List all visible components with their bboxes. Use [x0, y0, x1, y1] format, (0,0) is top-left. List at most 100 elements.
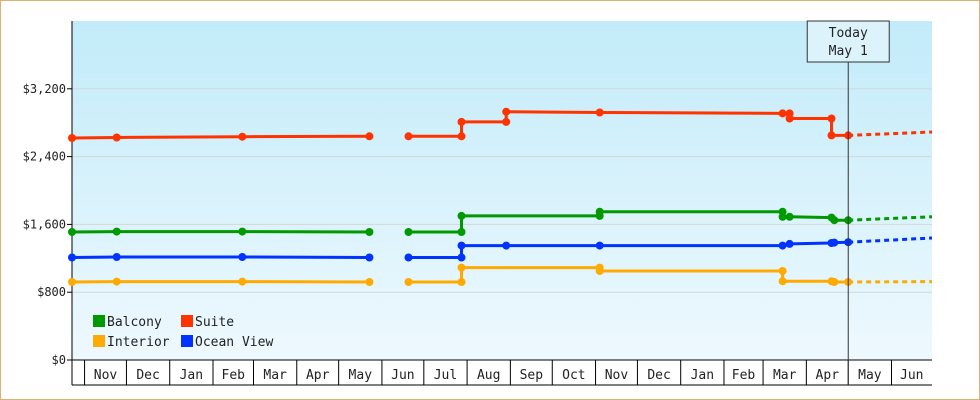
data-point: [68, 278, 76, 286]
grid-lines: [72, 88, 932, 293]
data-point: [112, 133, 121, 142]
month-label: May: [858, 368, 882, 383]
y-tick-label: $800: [37, 285, 66, 299]
legend-swatch: [93, 335, 105, 347]
today-box: [806, 20, 890, 63]
forecast-line: [848, 215, 933, 222]
data-point: [457, 211, 466, 220]
month-label: Mar: [773, 368, 797, 383]
series-interior: [68, 263, 933, 286]
data-point: [457, 228, 466, 236]
data-point: [778, 109, 787, 118]
forecast-line: [848, 236, 933, 244]
data-point: [778, 277, 787, 286]
y-tick-label: $0: [52, 353, 66, 367]
forecast-line: [848, 130, 933, 137]
data-point: [404, 278, 413, 286]
y-axis: $0 $800 $1,600 $2,400 $3,200: [23, 21, 73, 385]
series-ocean-view: [68, 236, 933, 262]
month-label: Aug: [477, 368, 500, 383]
data-point: [112, 253, 121, 261]
data-point: [595, 267, 604, 275]
data-point: [365, 253, 374, 262]
plot-background: [72, 21, 932, 360]
legend-item-interior: Interior: [93, 335, 170, 350]
series-line: [71, 134, 370, 140]
legend-item-ocean-view: Ocean View: [181, 335, 273, 350]
data-point: [457, 117, 466, 126]
month-label: Jul: [434, 368, 457, 383]
month-label: Apr: [306, 368, 330, 383]
data-point: [827, 114, 836, 123]
data-point: [457, 253, 466, 262]
data-point: [595, 108, 604, 117]
data-point: [112, 277, 121, 286]
legend-item-balcony: Balcony: [93, 315, 162, 330]
data-point: [404, 132, 413, 141]
data-point: [785, 239, 794, 248]
month-label: Dec: [647, 368, 670, 383]
y-tick-label: $2,400: [23, 150, 66, 164]
data-point: [502, 241, 511, 250]
data-point: [830, 216, 839, 225]
legend: Balcony Suite Interior Ocean View: [93, 315, 273, 350]
data-point: [827, 131, 836, 140]
data-point: [238, 227, 247, 236]
data-point: [830, 278, 839, 286]
data-point: [785, 114, 794, 123]
month-label: Mar: [263, 368, 287, 383]
data-point: [457, 278, 466, 286]
month-label: Feb: [732, 368, 756, 383]
month-label: Dec: [136, 368, 159, 383]
x-axis: Nov Dec Jan Feb Mar Apr May Jun Jul Aug Sep Oct Nov D…: [72, 359, 932, 386]
month-label: Nov: [94, 368, 118, 383]
legend-label: Interior: [107, 335, 170, 350]
data-point: [502, 107, 511, 116]
data-point: [595, 241, 604, 250]
data-point: [457, 263, 466, 272]
data-point: [68, 228, 76, 236]
legend-swatch: [93, 315, 105, 327]
legend-label: Ocean View: [195, 335, 273, 350]
month-label: May: [349, 368, 373, 383]
legend-swatch: [181, 335, 193, 347]
today-date-label: May 1: [829, 44, 868, 59]
month-label: Nov: [605, 368, 629, 383]
data-point: [457, 241, 466, 250]
data-point: [238, 253, 247, 261]
data-point: [365, 132, 374, 141]
data-point: [365, 278, 374, 286]
month-label: Jan: [691, 368, 714, 383]
data-point: [778, 212, 787, 221]
legend-item-suite: Suite: [181, 315, 234, 330]
data-point: [778, 241, 787, 250]
data-point: [238, 277, 247, 286]
month-label: Apr: [816, 368, 840, 383]
series-suite: [68, 107, 933, 142]
legend-label: Balcony: [107, 315, 162, 330]
month-label: Jun: [900, 368, 923, 383]
today-marker: Today May 1: [806, 20, 890, 385]
legend-label: Suite: [195, 315, 234, 330]
month-label: Jun: [391, 368, 414, 383]
month-label: Oct: [562, 368, 585, 383]
series-balcony: [68, 207, 933, 236]
data-point: [404, 228, 413, 236]
y-tick-label: $1,600: [23, 217, 66, 231]
data-point: [502, 117, 511, 126]
month-label: Jan: [180, 368, 203, 383]
month-label: Sep: [520, 368, 544, 383]
data-point: [365, 228, 374, 236]
series-layer: [68, 107, 933, 286]
data-point: [68, 253, 76, 262]
y-tick-label: $3,200: [23, 82, 66, 96]
data-point: [457, 132, 466, 141]
data-point: [68, 134, 76, 142]
data-point: [404, 253, 413, 262]
legend-swatch: [181, 315, 193, 327]
data-point: [238, 132, 247, 141]
data-point: [112, 227, 121, 236]
data-point: [785, 212, 794, 221]
